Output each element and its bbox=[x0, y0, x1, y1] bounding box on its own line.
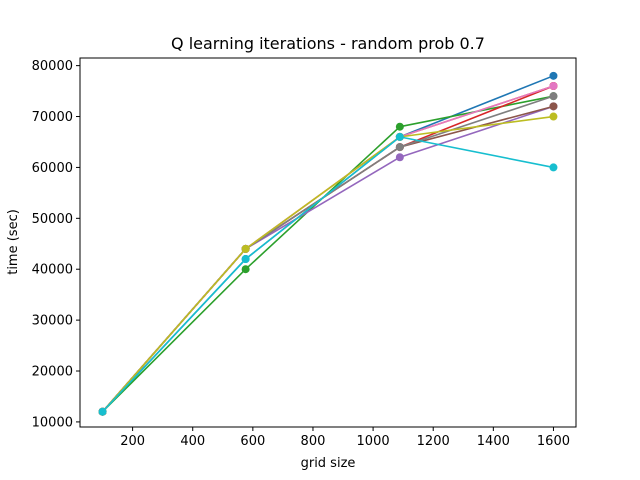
data-point bbox=[549, 71, 558, 80]
data-point bbox=[395, 132, 404, 141]
y-axis-title: time (sec) bbox=[6, 209, 21, 275]
x-axis-title: grid size bbox=[301, 456, 356, 471]
y-tick-label: 10000 bbox=[32, 415, 73, 430]
y-tick-label: 40000 bbox=[32, 263, 73, 278]
data-point bbox=[395, 153, 404, 162]
x-tick-label: 1400 bbox=[477, 434, 510, 449]
series-line bbox=[101, 115, 554, 413]
x-tick-label: 1600 bbox=[537, 434, 570, 449]
data-point bbox=[549, 92, 558, 101]
x-tick-label: 400 bbox=[180, 434, 205, 449]
data-point bbox=[395, 122, 404, 131]
data-point bbox=[395, 143, 404, 152]
x-tick-label: 600 bbox=[240, 434, 265, 449]
y-tick-label: 50000 bbox=[32, 212, 73, 227]
x-tick-label: 800 bbox=[301, 434, 326, 449]
y-tick-label: 20000 bbox=[32, 365, 73, 380]
y-tick-label: 80000 bbox=[32, 59, 73, 74]
data-point bbox=[241, 244, 250, 253]
x-tick-label: 1000 bbox=[357, 434, 390, 449]
data-point bbox=[241, 255, 250, 264]
y-tick-label: 60000 bbox=[32, 161, 73, 176]
x-axis: 200 400 600 800 1000 1200 1400 1600 bbox=[120, 427, 570, 449]
x-tick-label: 200 bbox=[120, 434, 145, 449]
data-point bbox=[549, 102, 558, 111]
series-10 bbox=[98, 132, 558, 416]
series-layer bbox=[98, 71, 558, 416]
chart-title: Q learning iterations - random prob 0.7 bbox=[171, 34, 485, 53]
data-point bbox=[549, 163, 558, 172]
plot-frame bbox=[79, 57, 577, 428]
y-axis: 10000 20000 30000 40000 50000 60000 70000 80000 bbox=[32, 59, 80, 430]
series-line bbox=[101, 136, 554, 413]
x-tick-label: 1200 bbox=[417, 434, 450, 449]
data-point bbox=[98, 407, 107, 416]
data-point bbox=[549, 81, 558, 90]
y-tick-label: 70000 bbox=[32, 110, 73, 125]
y-tick-label: 30000 bbox=[32, 314, 73, 329]
data-point bbox=[549, 112, 558, 121]
data-point bbox=[241, 265, 250, 274]
